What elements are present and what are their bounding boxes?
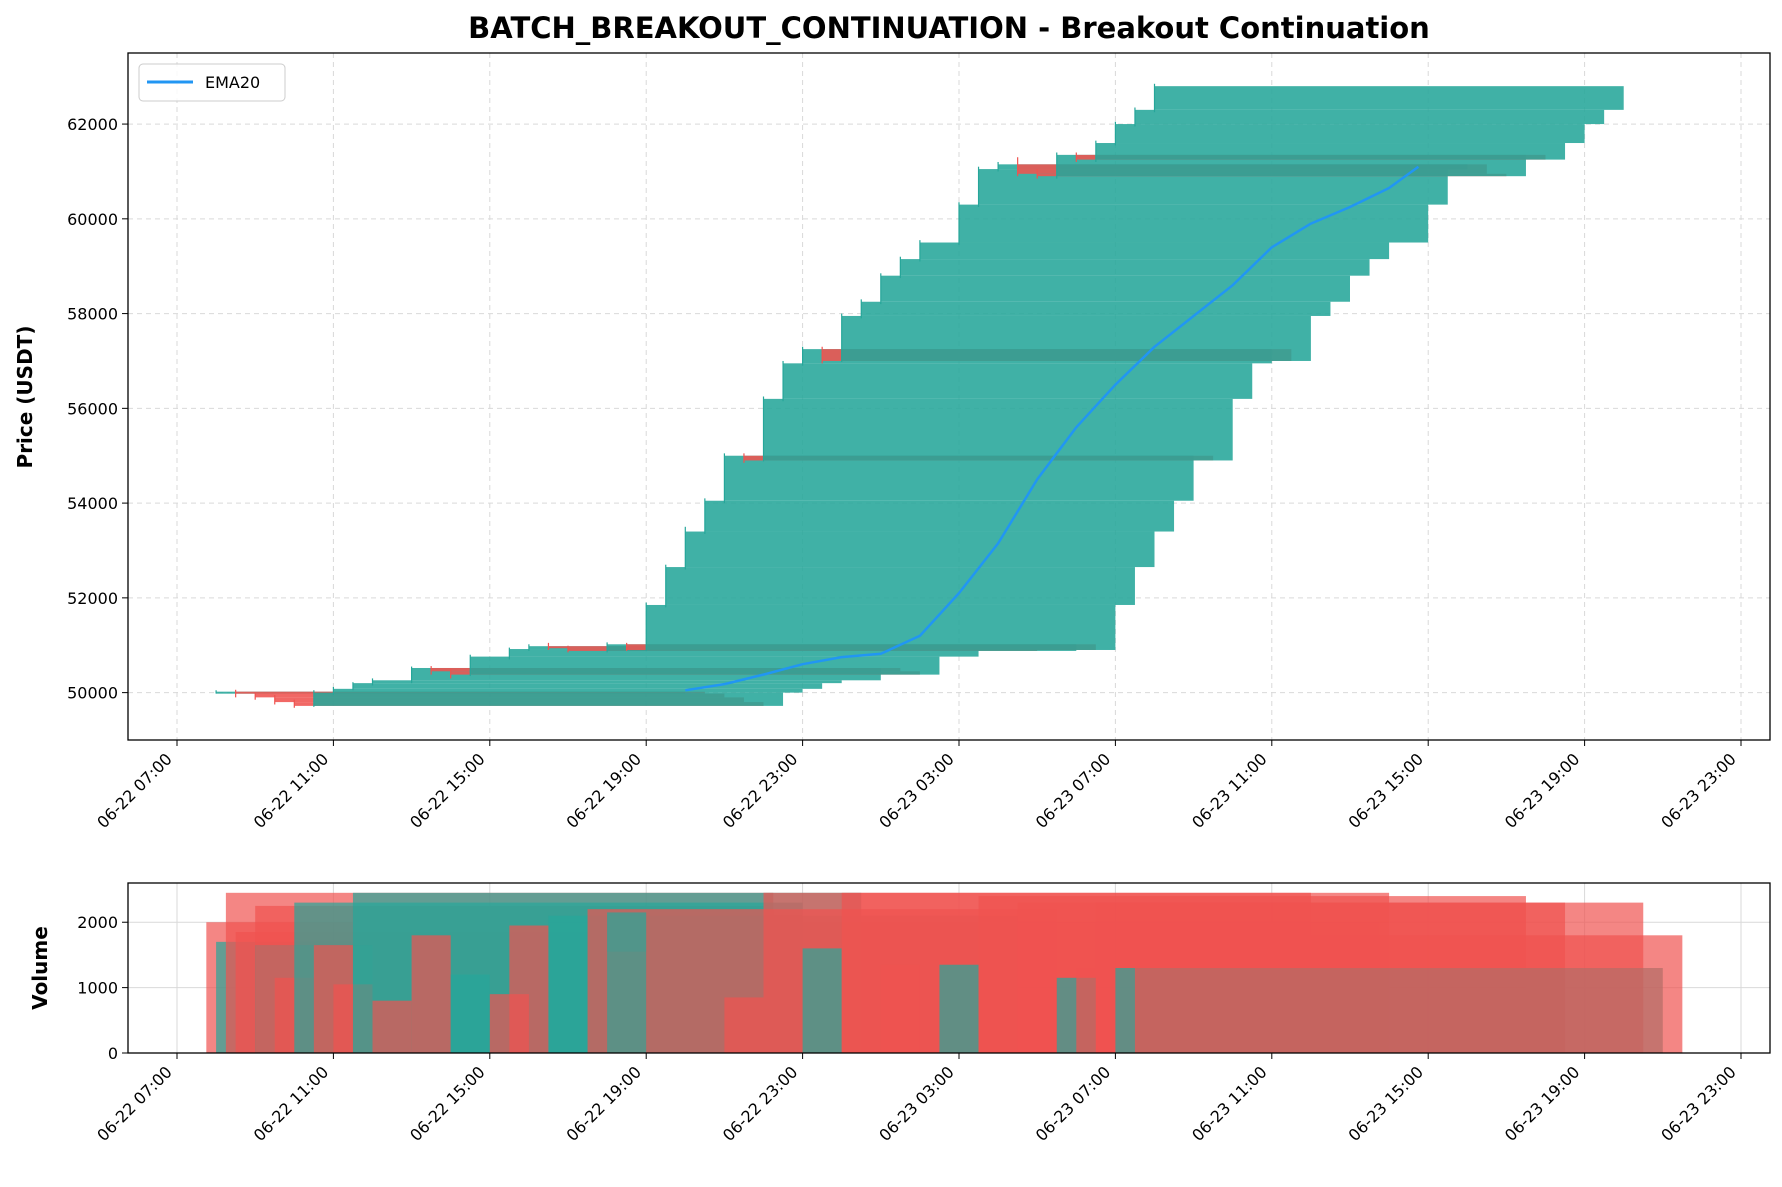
candle-up [1095,143,1566,160]
price-x-tick-label: 06-23 15:00 [1345,749,1428,832]
volume-bar [880,964,920,1053]
candle-up [1056,154,1526,177]
price-y-axis-title: Price (USDT) [13,326,37,469]
volume-bar [1134,935,1683,1053]
price-y-tick-label: 52000 [67,589,118,608]
volume-x-tick-label: 06-22 15:00 [406,1062,489,1145]
price-x-tick-label: 06-22 15:00 [406,749,489,832]
volume-x-tick-label: 06-23 03:00 [875,1062,958,1145]
legend-box [138,63,286,102]
volume-x-tick-label: 06-22 23:00 [719,1062,802,1145]
candle-up [959,204,1429,243]
candle-up [509,649,979,657]
candle-up [646,604,1116,650]
candle-up [372,680,842,684]
volume-bar [450,974,490,1053]
candle-up [724,455,1194,501]
candle-up [1115,124,1585,144]
volume-bar [939,964,979,1053]
volume-x-tick-label: 06-22 19:00 [563,1062,646,1145]
price-y-tick-label: 54000 [67,494,118,513]
volume-bar [509,925,549,1053]
volume-x-tick-label: 06-23 07:00 [1032,1062,1115,1145]
price-x-tick-label: 06-22 11:00 [250,749,333,832]
chart-title: BATCH_BREAKOUT_CONTINUATION - Breakout C… [468,11,1430,45]
volume-y-tick-label: 0 [108,1044,118,1063]
candle-up [704,500,1175,532]
volume-plot-frame [127,882,1771,1054]
price-x-tick-label: 06-23 23:00 [1657,749,1740,832]
candle-up [880,275,1350,302]
volume-x-tick-label: 06-22 07:00 [93,1062,176,1145]
price-x-tick-label: 06-23 11:00 [1188,749,1271,832]
volume-y-tick-label: 1000 [77,979,118,998]
volume-x-tick-label: 06-23 19:00 [1501,1062,1584,1145]
price-x-tick-label: 06-23 07:00 [1032,749,1115,832]
candle-up [685,531,1155,568]
candle-up [665,567,1135,605]
volume-x-ticks: 06-22 07:00 06-22 11:00 06-22 15:00 06-22 1… [93,1053,1742,1145]
volume-panel: 0 1000 2000 06-22 07:00 06-22 11:00 06-22 15… [28,882,1771,1145]
volume-x-tick-label: 06-23 23:00 [1657,1062,1740,1145]
volume-y-ticks: 0 1000 2000 [77,913,128,1063]
candle-up [763,398,1233,461]
price-x-tick-label: 06-22 23:00 [719,749,802,832]
legend-label-ema20: EMA20 [205,73,260,92]
volume-bar [411,935,451,1053]
volume-bar [802,948,842,1053]
candle-up [841,315,1311,361]
volume-bar [372,1000,412,1053]
candle-up [1154,86,1624,110]
price-x-tick-label: 06-22 19:00 [563,749,646,832]
price-y-ticks: 50000 52000 54000 56000 58000 60000 62000 [67,115,128,703]
volume-y-tick-label: 2000 [77,913,118,932]
ema20-line-group [685,165,1420,692]
price-x-tick-label: 06-22 07:00 [93,749,176,832]
candle-up [313,692,784,706]
legend: EMA20 [138,63,286,102]
volume-bar [724,997,764,1053]
volume-x-tick-label: 06-23 15:00 [1345,1062,1428,1145]
candle-up [919,242,1390,260]
price-x-ticks: 06-22 07:00 06-22 11:00 06-22 15:00 06-22 1… [93,740,1742,832]
candle-up [1134,109,1605,125]
volume-bar [607,912,647,1053]
price-plot-frame [127,52,1771,741]
candle-up [352,683,823,689]
candle-up [333,688,803,693]
candle-up [861,301,1331,316]
ema20-line [685,165,1420,692]
price-y-tick-label: 62000 [67,115,118,134]
price-panel: 50000 52000 54000 56000 58000 60000 62000 06-2… [13,52,1771,832]
volume-x-tick-label: 06-22 11:00 [250,1062,333,1145]
price-candles [215,83,1624,708]
candle-up [783,363,1253,399]
price-y-tick-label: 56000 [67,399,118,418]
price-x-tick-label: 06-23 03:00 [875,749,958,832]
volume-x-tick-label: 06-23 11:00 [1188,1062,1271,1145]
price-y-tick-label: 58000 [67,305,118,324]
price-x-tick-label: 06-23 19:00 [1501,749,1584,832]
volume-y-axis-title: Volume [28,926,52,1010]
volume-bars [206,892,1683,1053]
candle-up [900,259,1370,276]
candle-up [470,656,940,675]
price-y-tick-label: 50000 [67,684,118,703]
price-y-tick-label: 60000 [67,210,118,229]
